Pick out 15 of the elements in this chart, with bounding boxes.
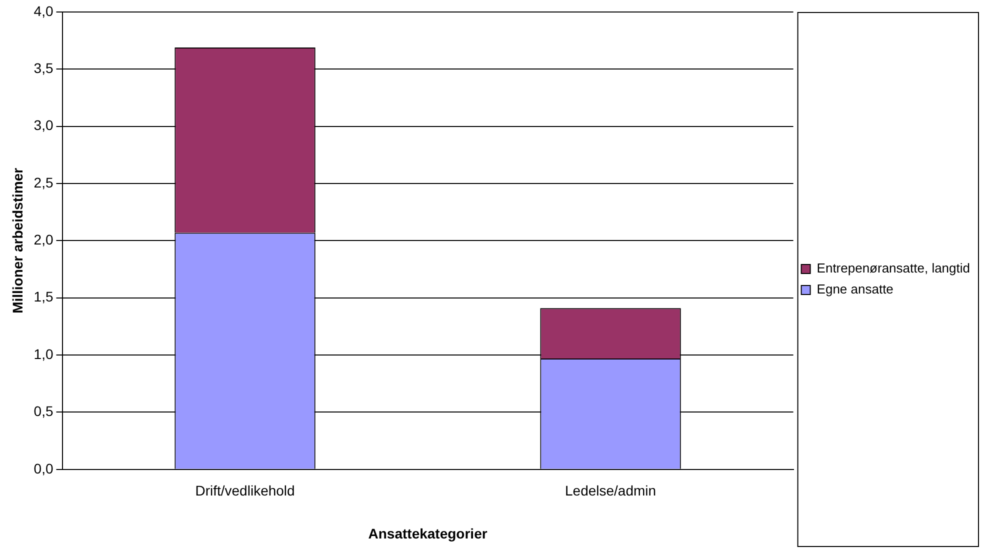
legend-label: Entrepenøransatte, langtid bbox=[816, 260, 970, 276]
y-axis-title: Millioner arbeidstimer bbox=[9, 167, 26, 314]
x-tick-label: Ledelse/admin bbox=[565, 482, 656, 499]
y-tick-label: 2,5 bbox=[34, 174, 54, 190]
y-tick-label: 1,5 bbox=[34, 288, 54, 305]
x-axis-title: Ansattekategorier bbox=[368, 525, 488, 542]
y-tick-label: 0,0 bbox=[34, 460, 54, 476]
y-tick-label: 3,0 bbox=[34, 117, 54, 134]
y-tick-label: 2,0 bbox=[34, 232, 54, 248]
y-tick-label: 3,5 bbox=[34, 60, 54, 76]
y-tick-label: 0,5 bbox=[34, 403, 54, 420]
y-tick-label: 1,0 bbox=[34, 346, 54, 362]
y-tick-label: 4,0 bbox=[34, 2, 54, 19]
x-tick-label: Drift/vedlikehold bbox=[195, 482, 295, 499]
legend-label: Egne ansatte bbox=[816, 282, 894, 297]
